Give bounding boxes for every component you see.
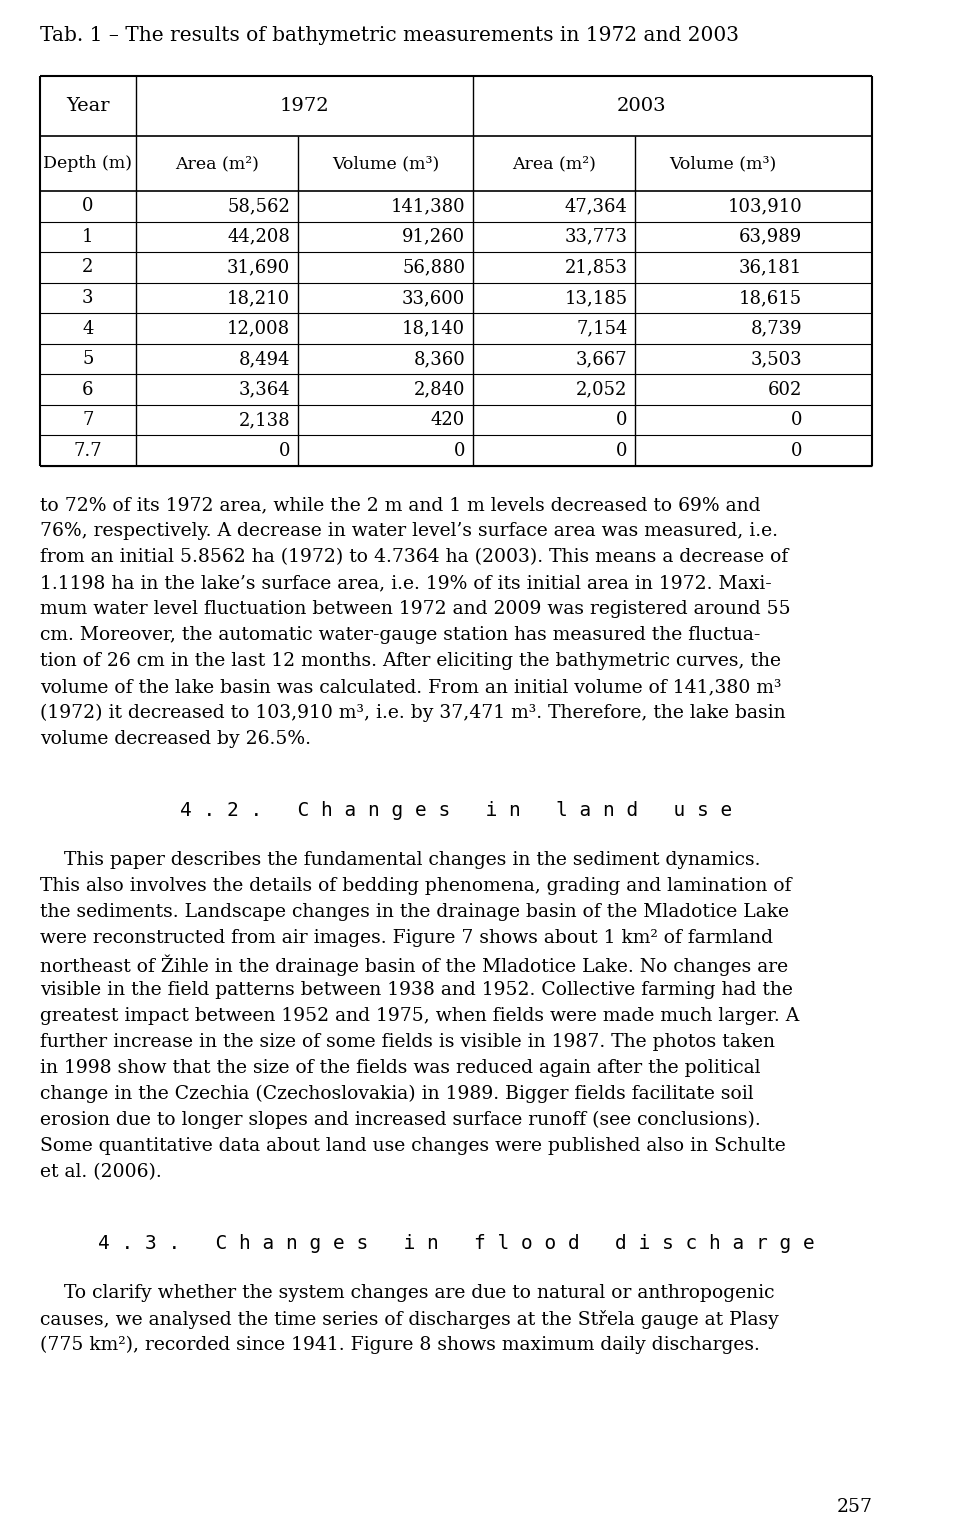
Text: 5: 5 (83, 350, 93, 369)
Text: This also involves the details of bedding phenomena, grading and lamination of: This also involves the details of beddin… (40, 877, 791, 895)
Text: erosion due to longer slopes and increased surface runoff (see conclusions).: erosion due to longer slopes and increas… (40, 1111, 760, 1129)
Text: causes, we analysed the time series of discharges at the Střela gauge at Plasy: causes, we analysed the time series of d… (40, 1310, 779, 1329)
Text: northeast of Žihle in the drainage basin of the Mladotice Lake. No changes are: northeast of Žihle in the drainage basin… (40, 955, 788, 977)
Text: 257: 257 (836, 1498, 873, 1516)
Text: 18,140: 18,140 (402, 319, 466, 338)
Text: 12,008: 12,008 (228, 319, 290, 338)
Text: 103,910: 103,910 (728, 197, 803, 215)
Text: were reconstructed from air images. Figure 7 shows about 1 km² of farmland: were reconstructed from air images. Figu… (40, 929, 773, 948)
Text: 18,615: 18,615 (739, 289, 803, 307)
Text: Tab. 1 – The results of bathymetric measurements in 1972 and 2003: Tab. 1 – The results of bathymetric meas… (40, 26, 739, 45)
Text: Area (m²): Area (m²) (512, 155, 596, 172)
Text: Depth (m): Depth (m) (43, 155, 132, 172)
Text: 2,840: 2,840 (414, 381, 466, 399)
Text: 33,600: 33,600 (402, 289, 466, 307)
Text: 6: 6 (82, 381, 93, 399)
Text: 63,989: 63,989 (739, 227, 803, 246)
Text: Volume (m³): Volume (m³) (332, 155, 439, 172)
Text: 1972: 1972 (279, 97, 329, 115)
Text: 18,210: 18,210 (228, 289, 290, 307)
Text: 0: 0 (791, 442, 803, 459)
Text: 58,562: 58,562 (228, 197, 290, 215)
Text: 31,690: 31,690 (228, 258, 290, 276)
Text: 1.1198 ha in the lake’s surface area, i.e. 19% of its initial area in 1972. Maxi: 1.1198 ha in the lake’s surface area, i.… (40, 574, 772, 591)
Text: (1972) it decreased to 103,910 m³, i.e. by 37,471 m³. Therefore, the lake basin: (1972) it decreased to 103,910 m³, i.e. … (40, 703, 785, 722)
Text: 0: 0 (616, 442, 628, 459)
Text: 141,380: 141,380 (391, 197, 466, 215)
Text: (775 km²), recorded since 1941. Figure 8 shows maximum daily discharges.: (775 km²), recorded since 1941. Figure 8… (40, 1336, 759, 1355)
Text: 4 . 2 .   C h a n g e s   i n   l a n d   u s e: 4 . 2 . C h a n g e s i n l a n d u s e (180, 800, 732, 820)
Text: 7.7: 7.7 (74, 442, 102, 459)
Text: This paper describes the fundamental changes in the sediment dynamics.: This paper describes the fundamental cha… (40, 851, 760, 869)
Text: 0: 0 (278, 442, 290, 459)
Text: 47,364: 47,364 (564, 197, 628, 215)
Text: 0: 0 (791, 412, 803, 429)
Text: Some quantitative data about land use changes were published also in Schulte: Some quantitative data about land use ch… (40, 1137, 785, 1155)
Text: 36,181: 36,181 (739, 258, 803, 276)
Text: 76%, respectively. A decrease in water level’s surface area was measured, i.e.: 76%, respectively. A decrease in water l… (40, 522, 778, 541)
Text: 8,739: 8,739 (751, 319, 803, 338)
Text: 21,853: 21,853 (564, 258, 628, 276)
Text: Year: Year (66, 97, 109, 115)
Text: 7,154: 7,154 (576, 319, 628, 338)
Text: 44,208: 44,208 (228, 227, 290, 246)
Text: 3,503: 3,503 (751, 350, 803, 369)
Text: 7: 7 (83, 412, 93, 429)
Text: 3,667: 3,667 (576, 350, 628, 369)
Text: Area (m²): Area (m²) (175, 155, 259, 172)
Text: 8,494: 8,494 (239, 350, 290, 369)
Text: 2: 2 (83, 258, 93, 276)
Text: 2,138: 2,138 (239, 412, 290, 429)
Text: 56,880: 56,880 (402, 258, 466, 276)
Text: change in the Czechia (Czechoslovakia) in 1989. Bigger fields facilitate soil: change in the Czechia (Czechoslovakia) i… (40, 1084, 754, 1103)
Text: 3: 3 (82, 289, 93, 307)
Text: 3,364: 3,364 (239, 381, 290, 399)
Text: 8,360: 8,360 (414, 350, 466, 369)
Text: from an initial 5.8562 ha (1972) to 4.7364 ha (2003). This means a decrease of: from an initial 5.8562 ha (1972) to 4.73… (40, 548, 788, 565)
Text: cm. Moreover, the automatic water-gauge station has measured the fluctua-: cm. Moreover, the automatic water-gauge … (40, 627, 760, 644)
Text: tion of 26 cm in the last 12 months. After eliciting the bathymetric curves, the: tion of 26 cm in the last 12 months. Aft… (40, 651, 780, 670)
Text: 4: 4 (83, 319, 93, 338)
Text: Volume (m³): Volume (m³) (669, 155, 776, 172)
Text: 2003: 2003 (616, 97, 666, 115)
Text: in 1998 show that the size of the fields was reduced again after the political: in 1998 show that the size of the fields… (40, 1058, 760, 1077)
Text: visible in the field patterns between 1938 and 1952. Collective farming had the: visible in the field patterns between 19… (40, 982, 793, 998)
Text: the sediments. Landscape changes in the drainage basin of the Mladotice Lake: the sediments. Landscape changes in the … (40, 903, 789, 922)
Text: mum water level fluctuation between 1972 and 2009 was registered around 55: mum water level fluctuation between 1972… (40, 601, 790, 617)
Text: greatest impact between 1952 and 1975, when fields were made much larger. A: greatest impact between 1952 and 1975, w… (40, 1008, 799, 1025)
Text: 33,773: 33,773 (564, 227, 628, 246)
Text: to 72% of its 1972 area, while the 2 m and 1 m levels decreased to 69% and: to 72% of its 1972 area, while the 2 m a… (40, 496, 760, 515)
Text: volume decreased by 26.5%.: volume decreased by 26.5%. (40, 730, 311, 748)
Text: 91,260: 91,260 (402, 227, 466, 246)
Text: 602: 602 (768, 381, 803, 399)
Text: 2,052: 2,052 (576, 381, 628, 399)
Text: 1: 1 (82, 227, 93, 246)
Text: further increase in the size of some fields is visible in 1987. The photos taken: further increase in the size of some fie… (40, 1034, 775, 1051)
Text: To clarify whether the system changes are due to natural or anthropogenic: To clarify whether the system changes ar… (40, 1284, 775, 1303)
Text: 13,185: 13,185 (564, 289, 628, 307)
Text: 0: 0 (616, 412, 628, 429)
Text: 0: 0 (82, 197, 93, 215)
Text: 4 . 3 .   C h a n g e s   i n   f l o o d   d i s c h a r g e: 4 . 3 . C h a n g e s i n f l o o d d i … (98, 1233, 814, 1253)
Text: 0: 0 (454, 442, 466, 459)
Text: 420: 420 (431, 412, 466, 429)
Text: et al. (2006).: et al. (2006). (40, 1163, 161, 1181)
Text: volume of the lake basin was calculated. From an initial volume of 141,380 m³: volume of the lake basin was calculated.… (40, 677, 781, 696)
